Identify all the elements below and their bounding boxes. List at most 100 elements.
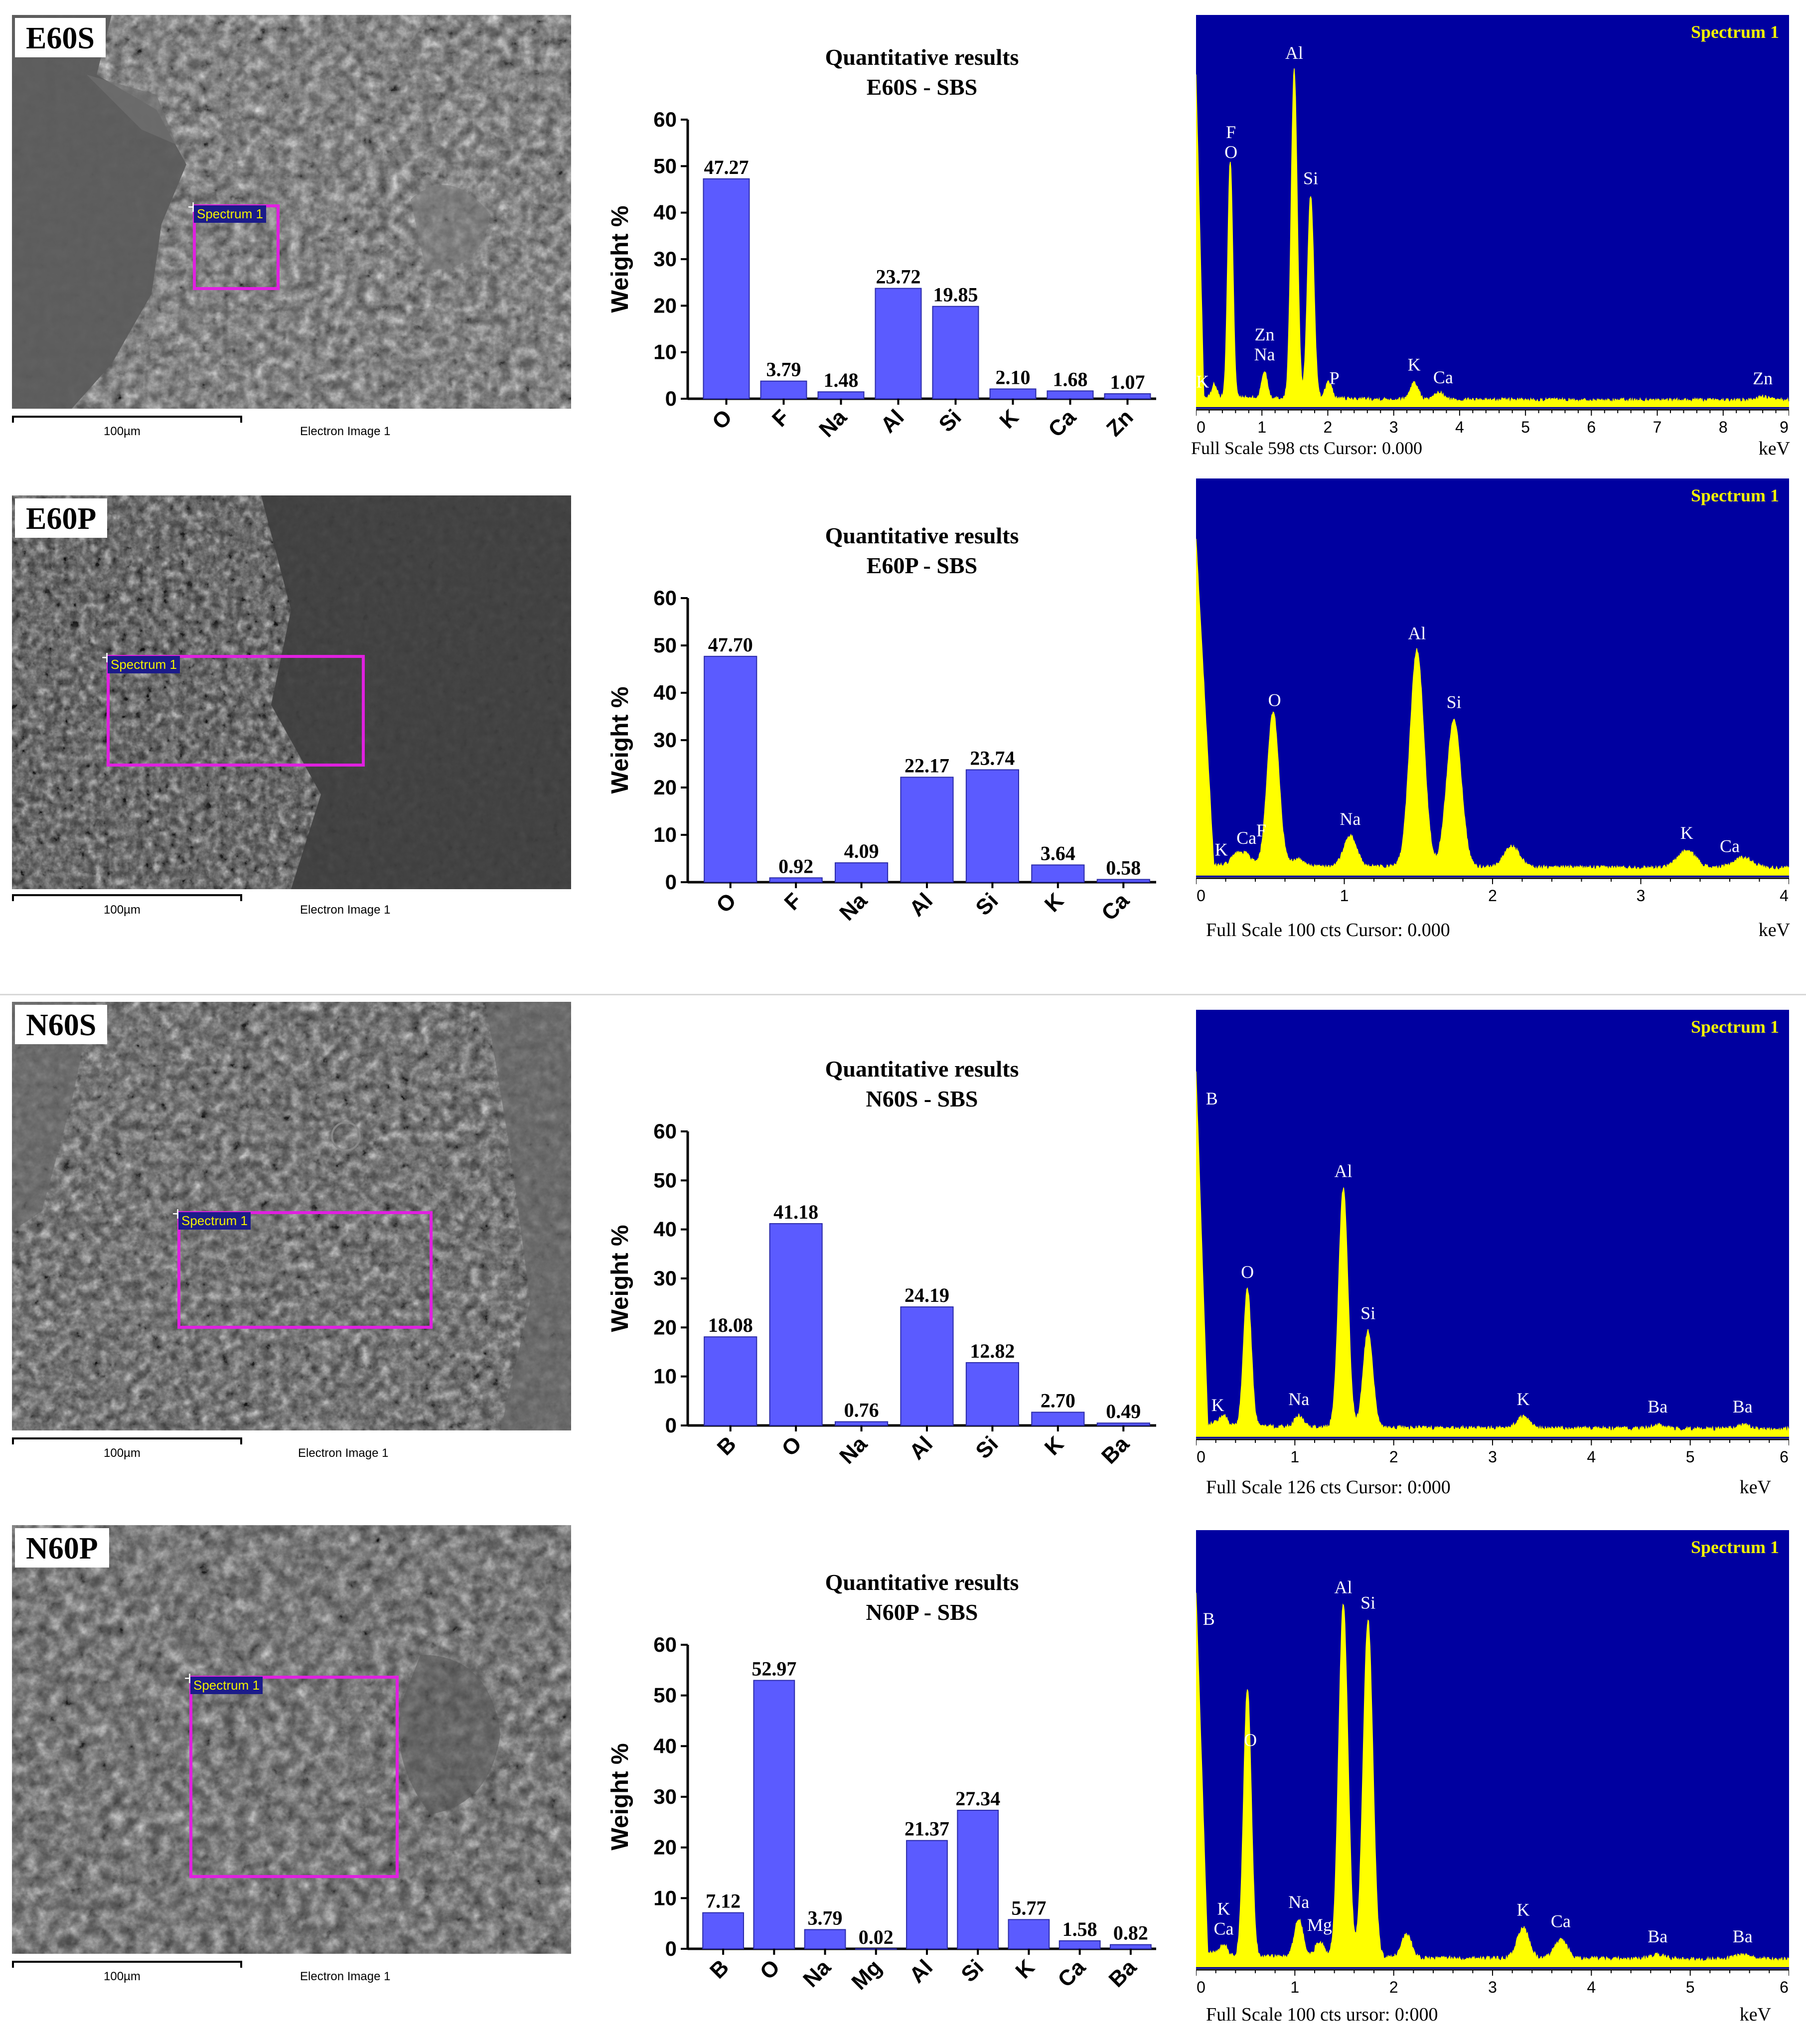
- sample-label: N60S: [15, 1005, 108, 1044]
- sem-texture: [12, 1002, 571, 1430]
- bar-chart-e60s: Quantitative results E60S - SBS Weight % 0 1…: [607, 44, 1156, 442]
- bar-value-label: 3.64: [1041, 842, 1075, 864]
- edx-spectrum-e60p: Spectrum 1 K Ca O F Na Al Si K Ca 0 1 2 3 4 Full Scal…: [1191, 478, 1806, 977]
- y-tick-label: 10: [653, 1365, 677, 1388]
- peak-label: K: [1516, 1899, 1529, 1919]
- peak-label: Na: [1340, 809, 1360, 829]
- bar-value-label: 22.17: [904, 754, 949, 777]
- scale-tick: [12, 416, 14, 423]
- scale-tick: [240, 1961, 242, 1968]
- spectrum-trace: [1196, 538, 1789, 876]
- bar-O: [753, 1680, 795, 1949]
- scale-line: [12, 894, 241, 896]
- y-tick-label: 0: [665, 1414, 677, 1437]
- bar-value-label: 27.34: [955, 1787, 1000, 1810]
- bar-value-label: 18.08: [708, 1314, 753, 1336]
- sem-image: N60S + Spectrum 1: [12, 1002, 571, 1430]
- x-tick-label: K: [995, 405, 1023, 433]
- x-tick-label: Na: [835, 1431, 872, 1469]
- bar-Ba: [1110, 1944, 1152, 1949]
- x-tick-label: Mg: [847, 1955, 887, 1995]
- scale-line: [12, 1961, 241, 1963]
- bar-chart-n60p: Quantitative results N60P - SBS Weight % 0 1…: [607, 1570, 1156, 1995]
- sem-image: N60P + Spectrum 1: [12, 1525, 571, 1954]
- sample-label: E60P: [15, 498, 108, 538]
- peak-label: K: [1516, 1389, 1529, 1409]
- x-tick-label: K: [1040, 1431, 1068, 1460]
- bar-Si: [965, 769, 1019, 883]
- sem-image: E60S + Spectrum 1: [12, 15, 571, 409]
- edx-axis: 0 1 2 3 4 5 6: [1196, 1969, 1789, 1996]
- x-tick-label: O: [755, 1955, 785, 1984]
- edx-axis: 0 1 2 3 4 5 6 7 8 9: [1196, 409, 1789, 436]
- bar-Al: [900, 1306, 954, 1426]
- peak-label: Al: [1408, 624, 1426, 643]
- peak-label: K: [1408, 355, 1421, 375]
- spectrum-box[interactable]: + Spectrum 1: [183, 1670, 399, 1878]
- edx-tick-label: 0: [1197, 1978, 1205, 1996]
- bar-value-label: 1.58: [1062, 1918, 1097, 1940]
- peak-label: B: [1206, 1089, 1218, 1108]
- bar-Zn: [1104, 393, 1151, 399]
- y-tick-label: 50: [653, 154, 677, 177]
- bar-O: [703, 178, 750, 399]
- bar-Al: [900, 777, 954, 883]
- chart-subtitle: E60P - SBS: [867, 553, 977, 578]
- spectrum-box[interactable]: + Spectrum 1: [187, 198, 280, 290]
- edx-tick-label: 6: [1587, 418, 1596, 436]
- peak-label: Ca: [1551, 1911, 1571, 1931]
- spectrum-tag: Spectrum 1: [194, 205, 266, 223]
- edx-title: Spectrum 1: [1691, 485, 1779, 505]
- edx-tick-label: 1: [1290, 1448, 1299, 1466]
- spectrum-trace: [1196, 1071, 1789, 1437]
- x-tick-label: Na: [835, 888, 872, 926]
- edx-tick-label: 4: [1780, 887, 1789, 905]
- bar-value-label: 21.37: [904, 1818, 949, 1840]
- y-tick-label: 40: [653, 1734, 677, 1757]
- bar-Ca: [1058, 1940, 1101, 1949]
- image-label: Electron Image 1: [300, 425, 391, 438]
- x-tick-label: K: [1011, 1955, 1039, 1983]
- bar-value-label: 4.09: [844, 840, 879, 862]
- image-label: Electron Image 1: [300, 903, 391, 917]
- sem-texture: [12, 1525, 571, 1954]
- bar-value-label: 1.68: [1053, 368, 1088, 390]
- panel-n60s: N60S + Spectrum 1 100µm Electron Image 1…: [0, 1002, 1806, 1500]
- x-tick-label: Si: [971, 1431, 1003, 1463]
- x-tick-label: Ca: [1053, 1955, 1090, 1992]
- chart-subtitle: E60S - SBS: [867, 74, 977, 100]
- peak-label: Na: [1288, 1892, 1309, 1912]
- edx-tick-label: 3: [1637, 887, 1646, 905]
- y-tick-label: 0: [665, 1937, 677, 1960]
- bar-Al: [875, 288, 922, 400]
- x-tick-label: Ba: [1104, 1955, 1142, 1992]
- y-tick-label: 10: [653, 1886, 677, 1909]
- spectrum-trace: [1196, 68, 1789, 407]
- edx-tick-label: 4: [1587, 1448, 1596, 1466]
- x-tick-label: Ca: [1097, 888, 1134, 926]
- bar-Na: [835, 862, 889, 883]
- x-tick-label: Na: [814, 405, 852, 442]
- peak-label: K: [1211, 1395, 1224, 1415]
- spectrum-box[interactable]: + Spectrum 1: [101, 649, 365, 767]
- peak-label: Ba: [1648, 1926, 1667, 1946]
- x-tick-label: Al: [904, 1955, 937, 1988]
- bar-chart-e60p: Quantitative results E60P - SBS Weight % 0 1…: [607, 523, 1156, 926]
- peak-label: Al: [1335, 1577, 1353, 1597]
- edx-tick-label: 9: [1780, 418, 1789, 436]
- sem-image: E60P + Spectrum 1: [12, 495, 571, 889]
- spectrum-box[interactable]: + Spectrum 1: [171, 1205, 433, 1329]
- sample-label: E60S: [15, 18, 106, 57]
- x-tick-label: O: [712, 888, 741, 918]
- peak-label: Si: [1447, 692, 1462, 712]
- bar-value-label: 23.74: [970, 747, 1015, 769]
- peak-label: O: [1244, 1730, 1257, 1750]
- bar-value-label: 0.76: [844, 1399, 879, 1421]
- bar-value-label: 19.85: [933, 284, 978, 306]
- scale-tick: [12, 1437, 14, 1444]
- edx-tick-label: 6: [1780, 1978, 1789, 1996]
- bar-value-label: 41.18: [773, 1201, 818, 1223]
- scale-label: 100µm: [104, 903, 141, 917]
- bar-Al: [906, 1840, 948, 1950]
- edx-tick-label: 8: [1719, 418, 1728, 436]
